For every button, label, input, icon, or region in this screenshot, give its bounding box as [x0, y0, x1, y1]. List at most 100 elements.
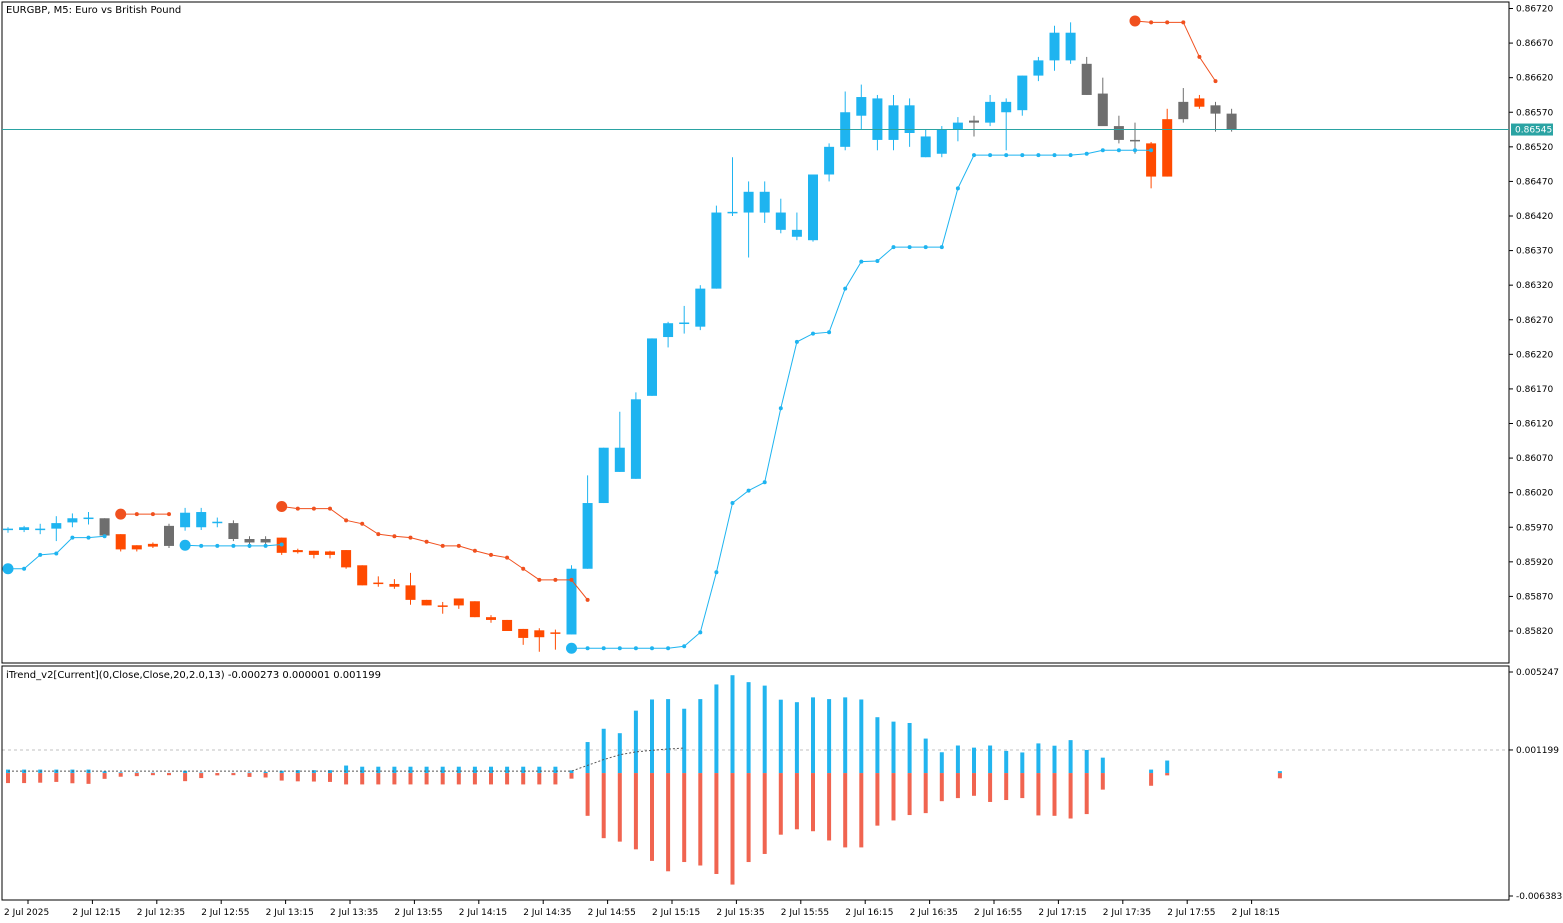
candle[interactable]: [614, 411, 625, 472]
candle[interactable]: [308, 550, 319, 559]
candle[interactable]: [582, 475, 593, 569]
candle[interactable]: [727, 157, 738, 216]
candle[interactable]: [1081, 56, 1092, 95]
time-tick-label: 2 Jul 15:35: [716, 908, 764, 918]
candle[interactable]: [131, 545, 142, 552]
candle[interactable]: [35, 523, 46, 535]
candle-body: [180, 512, 191, 528]
candle[interactable]: [856, 84, 867, 130]
histogram-bar-negative: [489, 773, 493, 785]
candle-body: [888, 105, 899, 140]
candle[interactable]: [260, 536, 271, 545]
candle[interactable]: [67, 513, 78, 528]
price-axis[interactable]: 0.86720 0.86670 0.86620 0.86570 0.86520 0.864…: [1509, 5, 1553, 638]
stop-bull-dot: [601, 646, 606, 651]
candle[interactable]: [437, 601, 448, 614]
candle-body: [534, 630, 545, 638]
candle[interactable]: [180, 507, 191, 531]
candle[interactable]: [1097, 77, 1108, 127]
candle[interactable]: [759, 181, 770, 223]
candle[interactable]: [421, 599, 432, 606]
candle[interactable]: [51, 516, 62, 542]
candle[interactable]: [824, 143, 835, 182]
candle[interactable]: [373, 576, 384, 587]
stop-bear-dot: [311, 506, 316, 511]
candle[interactable]: [453, 598, 464, 609]
candle[interactable]: [663, 321, 674, 348]
candle[interactable]: [630, 392, 641, 479]
time-tick-label: 2 Jul 15:15: [652, 908, 700, 918]
histogram-bar-negative: [134, 773, 139, 777]
candle[interactable]: [872, 94, 883, 151]
candle[interactable]: [969, 115, 979, 137]
candle[interactable]: [534, 628, 545, 652]
indicator-axis[interactable]: 0.005247 0.001199 -0.006383: [1509, 668, 1562, 902]
price-tick-label: 0.86220: [1516, 350, 1553, 360]
candle-body: [99, 518, 110, 536]
candle[interactable]: [164, 523, 174, 548]
candle[interactable]: [1065, 22, 1076, 64]
candle[interactable]: [598, 447, 609, 504]
candle-body: [711, 212, 722, 289]
candle-body: [1194, 98, 1205, 107]
stop-bear-dot: [295, 506, 300, 511]
candle[interactable]: [1210, 101, 1221, 132]
candle[interactable]: [405, 572, 416, 605]
candle[interactable]: [1017, 75, 1028, 116]
candle[interactable]: [147, 542, 158, 548]
candle[interactable]: [228, 520, 239, 542]
candle-body: [244, 539, 255, 543]
stop-bull-dot: [1052, 153, 1057, 158]
candle[interactable]: [808, 174, 818, 242]
candle[interactable]: [550, 629, 561, 650]
candle[interactable]: [647, 338, 657, 396]
histogram-bar-negative: [54, 773, 59, 782]
candle[interactable]: [196, 507, 207, 531]
candle[interactable]: [389, 579, 400, 589]
candle[interactable]: [19, 525, 30, 533]
candle[interactable]: [904, 98, 915, 147]
candle-body: [453, 598, 464, 606]
candle[interactable]: [1162, 108, 1173, 177]
candle[interactable]: [341, 550, 352, 569]
candle[interactable]: [502, 619, 513, 631]
candle-body: [550, 632, 561, 634]
time-tick-label: 2 Jul 13:15: [266, 908, 314, 918]
candle[interactable]: [83, 512, 94, 525]
candle[interactable]: [711, 205, 722, 289]
candle[interactable]: [3, 527, 13, 533]
candle[interactable]: [743, 181, 754, 258]
indicator-tick-label: 0.005247: [1516, 668, 1559, 678]
candle[interactable]: [695, 285, 706, 331]
candle[interactable]: [566, 565, 577, 635]
candle[interactable]: [99, 518, 110, 536]
candle[interactable]: [357, 565, 368, 586]
candle[interactable]: [1178, 88, 1189, 123]
candle[interactable]: [936, 126, 947, 158]
stop-bull-dot: [698, 630, 703, 635]
candle[interactable]: [775, 198, 786, 234]
indicator-pane[interactable]: [2, 675, 1509, 885]
time-axis[interactable]: 2 Jul 2025 2 Jul 12:15 2 Jul 12:35 2 Jul 12…: [4, 900, 1280, 918]
candle[interactable]: [888, 94, 899, 151]
candle[interactable]: [292, 548, 303, 554]
histogram-bar-negative: [633, 773, 638, 850]
histogram-bar-negative: [730, 773, 735, 885]
candle[interactable]: [469, 601, 480, 618]
candle[interactable]: [325, 550, 335, 559]
candle[interactable]: [985, 94, 996, 127]
candle[interactable]: [486, 615, 496, 623]
candle[interactable]: [1001, 98, 1012, 151]
candle[interactable]: [212, 517, 223, 528]
candle[interactable]: [1049, 25, 1060, 71]
candle[interactable]: [679, 305, 690, 334]
candle[interactable]: [1194, 94, 1205, 109]
candle[interactable]: [791, 212, 802, 241]
candle[interactable]: [115, 534, 126, 552]
candle[interactable]: [1033, 56, 1044, 82]
candle[interactable]: [920, 129, 931, 158]
price-tick-label: 0.86120: [1516, 420, 1553, 430]
candle[interactable]: [1226, 108, 1237, 132]
candle[interactable]: [518, 628, 529, 645]
main-pane[interactable]: [2, 15, 1237, 654]
